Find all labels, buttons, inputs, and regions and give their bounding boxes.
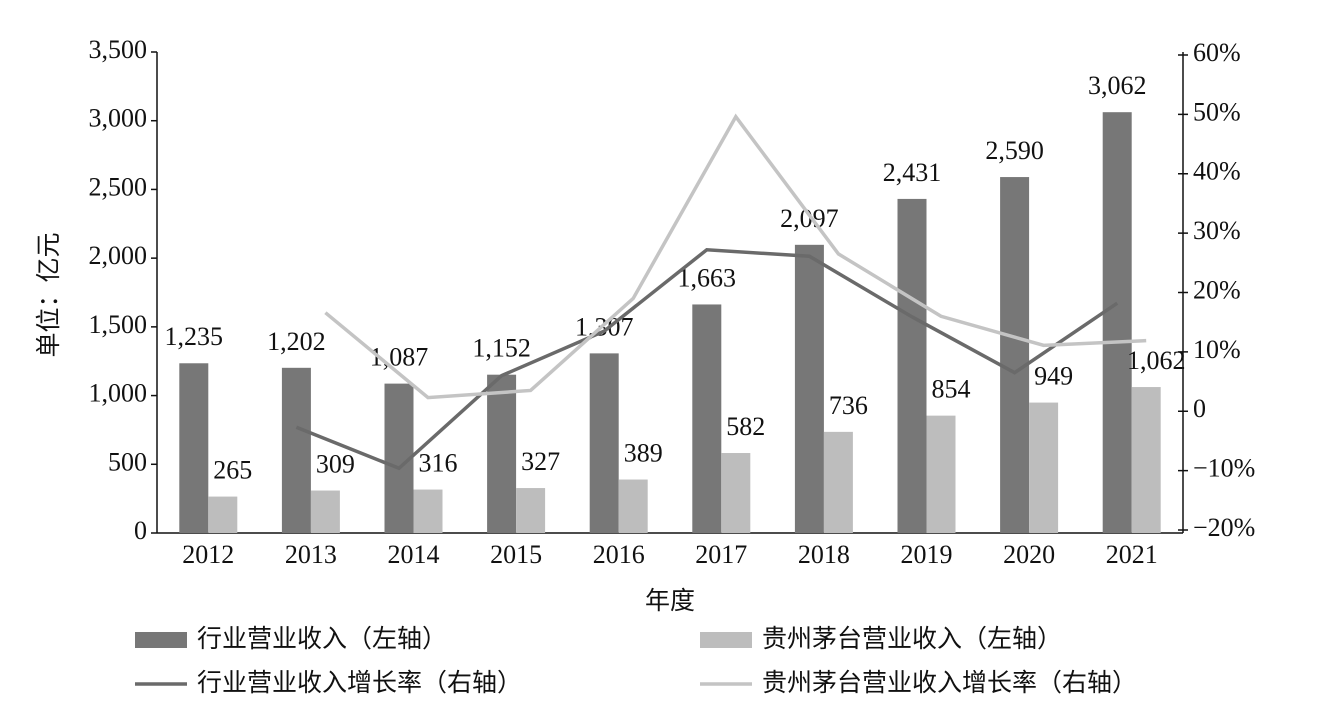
bar: [1102, 112, 1132, 533]
bar: [721, 453, 751, 533]
data-label: 1,152: [472, 334, 531, 363]
legend-label: 贵州茅台营业收入增长率（右轴）: [762, 668, 1137, 697]
bar: [589, 353, 619, 533]
y-tick-label: 2,500: [89, 172, 148, 201]
x-tick-label: 2013: [285, 540, 337, 569]
y2-tick-label: 20%: [1193, 275, 1241, 304]
data-label: 327: [521, 447, 560, 476]
y2-tick-label: −20%: [1193, 513, 1255, 542]
x-tick-label: 2018: [798, 540, 850, 569]
x-tick-label: 2015: [490, 540, 542, 569]
data-label: 949: [1034, 362, 1073, 391]
bar: [1131, 387, 1161, 533]
x-tick-label: 2012: [182, 540, 234, 569]
x-tick-label: 2019: [901, 540, 953, 569]
y-axis-label: 单位：亿元: [34, 232, 63, 357]
data-label: 1,663: [678, 263, 737, 292]
bar: [516, 488, 546, 533]
data-label: 1,235: [165, 322, 224, 351]
y-tick-label: 500: [108, 447, 147, 476]
x-tick-label: 2016: [593, 540, 645, 569]
x-tick-label: 2020: [1003, 540, 1055, 569]
line: [295, 247, 1119, 471]
y-tick-label: 0: [134, 516, 147, 545]
legend-swatch: [700, 632, 752, 648]
bar: [1000, 177, 1030, 533]
data-label: 2,590: [985, 136, 1044, 165]
y2-tick-label: 10%: [1193, 335, 1241, 364]
legend-label: 行业营业收入增长率（右轴）: [197, 668, 522, 697]
bar: [487, 374, 517, 533]
bar: [413, 489, 443, 533]
bar: [794, 244, 824, 533]
bar: [208, 496, 238, 533]
bar: [310, 490, 340, 533]
bar: [692, 304, 722, 533]
y-tick-label: 1,500: [89, 310, 148, 339]
data-label: 582: [726, 412, 765, 441]
y-tick-label: 2,000: [89, 241, 148, 270]
y2-tick-label: 30%: [1193, 216, 1241, 245]
bar: [179, 363, 209, 533]
data-label: 736: [829, 391, 868, 420]
y-tick-label: 3,500: [89, 35, 148, 64]
data-label: 309: [316, 450, 355, 479]
legend-label: 贵州茅台营业收入（左轴）: [762, 624, 1062, 653]
y2-tick-label: 60%: [1193, 38, 1241, 67]
data-label: 1,202: [267, 327, 326, 356]
x-tick-label: 2017: [695, 540, 747, 569]
data-label: 854: [932, 375, 971, 404]
y2-tick-label: 40%: [1193, 157, 1241, 186]
data-label: 389: [624, 439, 663, 468]
data-label: 3,062: [1088, 71, 1147, 100]
data-label: 2,097: [780, 204, 839, 233]
bar: [897, 198, 927, 534]
line: [324, 113, 1147, 400]
y2-tick-label: 50%: [1193, 97, 1241, 126]
bar: [618, 479, 648, 533]
data-label: 2,431: [883, 158, 942, 187]
y-tick-label: 1,000: [89, 379, 148, 408]
bar: [926, 415, 956, 533]
y-tick-label: 3,000: [89, 104, 148, 133]
data-label: 265: [213, 456, 252, 485]
legend-label: 行业营业收入（左轴）: [197, 624, 447, 653]
x-axis-label: 年度: [645, 586, 695, 615]
data-label: 316: [419, 449, 458, 478]
bar: [1029, 402, 1059, 533]
legend-swatch: [135, 632, 187, 648]
bar: [823, 431, 853, 533]
y2-tick-label: −10%: [1193, 454, 1255, 483]
x-tick-label: 2014: [388, 540, 440, 569]
y2-tick-label: 0: [1193, 394, 1206, 423]
data-label: 1,062: [1127, 346, 1186, 375]
bar: [281, 367, 311, 533]
x-tick-label: 2021: [1106, 540, 1158, 569]
